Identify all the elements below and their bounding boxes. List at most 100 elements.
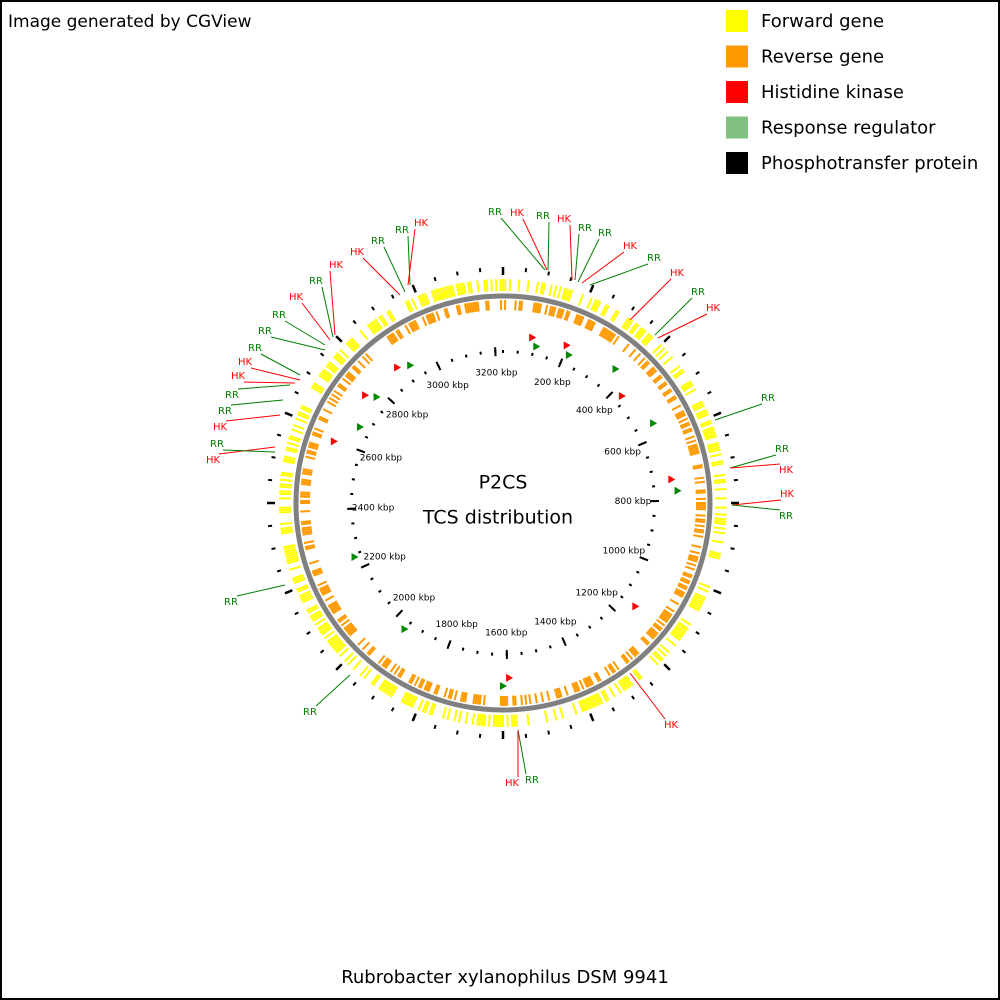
feature-marker — [618, 391, 626, 400]
reverse-gene — [682, 571, 693, 577]
forward-gene — [672, 368, 684, 378]
reverse-gene — [671, 404, 682, 411]
reverse-gene — [512, 695, 515, 706]
ruler-dot — [545, 356, 549, 360]
forward-gene — [464, 711, 469, 725]
feature-marker — [533, 342, 541, 351]
forward-gene — [288, 437, 301, 443]
forward-gene — [285, 446, 298, 452]
reverse-gene — [419, 678, 426, 689]
ruler-dot — [364, 435, 369, 439]
reverse-gene — [667, 396, 678, 404]
outer-tick — [611, 707, 616, 712]
forward-gene — [455, 283, 460, 296]
reverse-gene — [553, 688, 559, 699]
reverse-gene — [351, 366, 361, 375]
reverse-gene — [417, 678, 424, 688]
feature-marker — [506, 673, 514, 682]
forward-gene — [693, 404, 706, 412]
forward-gene — [293, 578, 306, 585]
forward-gene — [611, 310, 620, 323]
ruler-major — [557, 358, 564, 368]
reverse-gene — [466, 303, 470, 314]
outer-tick — [611, 294, 616, 299]
reverse-gene — [433, 684, 439, 695]
forward-gene — [517, 279, 521, 292]
forward-gene — [280, 530, 294, 535]
reverse-gene — [327, 600, 338, 608]
forward-gene — [285, 554, 298, 560]
reverse-gene — [586, 319, 593, 330]
outer-tick — [306, 371, 311, 375]
reverse-gene — [311, 567, 322, 573]
legend-label: Reverse gene — [761, 47, 884, 68]
reverse-gene — [675, 411, 686, 419]
ruler-dot — [354, 463, 359, 467]
forward-gene — [423, 292, 431, 305]
forward-gene — [292, 575, 305, 583]
reverse-gene — [573, 313, 579, 324]
forward-gene — [335, 644, 347, 654]
forward-gene — [319, 624, 331, 634]
forward-gene — [335, 352, 347, 362]
forward-gene — [700, 421, 713, 428]
forward-gene — [713, 521, 727, 526]
forward-gene — [711, 462, 724, 467]
reverse-gene — [514, 695, 517, 706]
reverse-gene — [470, 302, 474, 313]
forward-gene — [691, 400, 704, 408]
forward-gene — [318, 374, 330, 383]
reverse-gene — [425, 314, 432, 325]
forward-gene — [295, 417, 308, 424]
reverse-gene — [598, 326, 606, 337]
reverse-gene — [578, 679, 585, 690]
reverse-gene — [352, 364, 362, 374]
forward-gene — [692, 596, 705, 604]
feature-leader — [236, 584, 286, 597]
reverse-gene — [587, 675, 595, 686]
reverse-gene — [514, 300, 517, 311]
forward-gene — [510, 714, 514, 727]
forward-gene — [548, 284, 553, 297]
forward-gene — [695, 408, 708, 416]
forward-gene — [567, 289, 574, 302]
reverse-gene — [366, 645, 375, 655]
feature-label: HK — [510, 208, 525, 219]
feature-leader — [574, 233, 580, 281]
reverse-gene — [608, 663, 617, 673]
forward-gene — [610, 309, 618, 322]
outer-tick — [589, 284, 595, 293]
forward-gene — [578, 293, 585, 306]
ruler-major — [435, 361, 442, 371]
reverse-gene — [659, 613, 670, 622]
reverse-gene — [344, 623, 354, 632]
forward-gene — [526, 280, 530, 293]
reverse-gene — [640, 637, 649, 646]
forward-gene — [592, 694, 600, 707]
legend-swatch — [726, 152, 748, 174]
reverse-gene — [301, 478, 312, 482]
forward-gene — [672, 628, 684, 638]
reverse-gene — [607, 332, 615, 342]
feature-label: RR — [779, 511, 793, 522]
ruler-label: 2000 kbp — [393, 593, 436, 603]
reverse-gene — [657, 381, 667, 389]
forward-gene — [279, 485, 292, 489]
ruler-label: 1000 kbp — [603, 546, 646, 556]
feature-leader — [301, 302, 331, 341]
feature-label: HK — [289, 292, 304, 303]
reverse-gene — [665, 605, 675, 613]
reverse-gene — [307, 445, 318, 451]
reverse-gene — [449, 689, 455, 700]
feature-leader — [315, 674, 351, 707]
forward-gene — [655, 347, 666, 357]
outer-tick — [730, 547, 735, 551]
ruler-label: 200 kbp — [534, 378, 571, 388]
feature-label: HK — [350, 247, 365, 258]
reverse-gene — [328, 602, 339, 610]
reverse-gene — [605, 331, 613, 341]
ruler-dot — [411, 379, 415, 383]
feature-leader — [629, 278, 672, 321]
reverse-gene — [559, 308, 565, 320]
ruler-dot — [626, 416, 631, 420]
